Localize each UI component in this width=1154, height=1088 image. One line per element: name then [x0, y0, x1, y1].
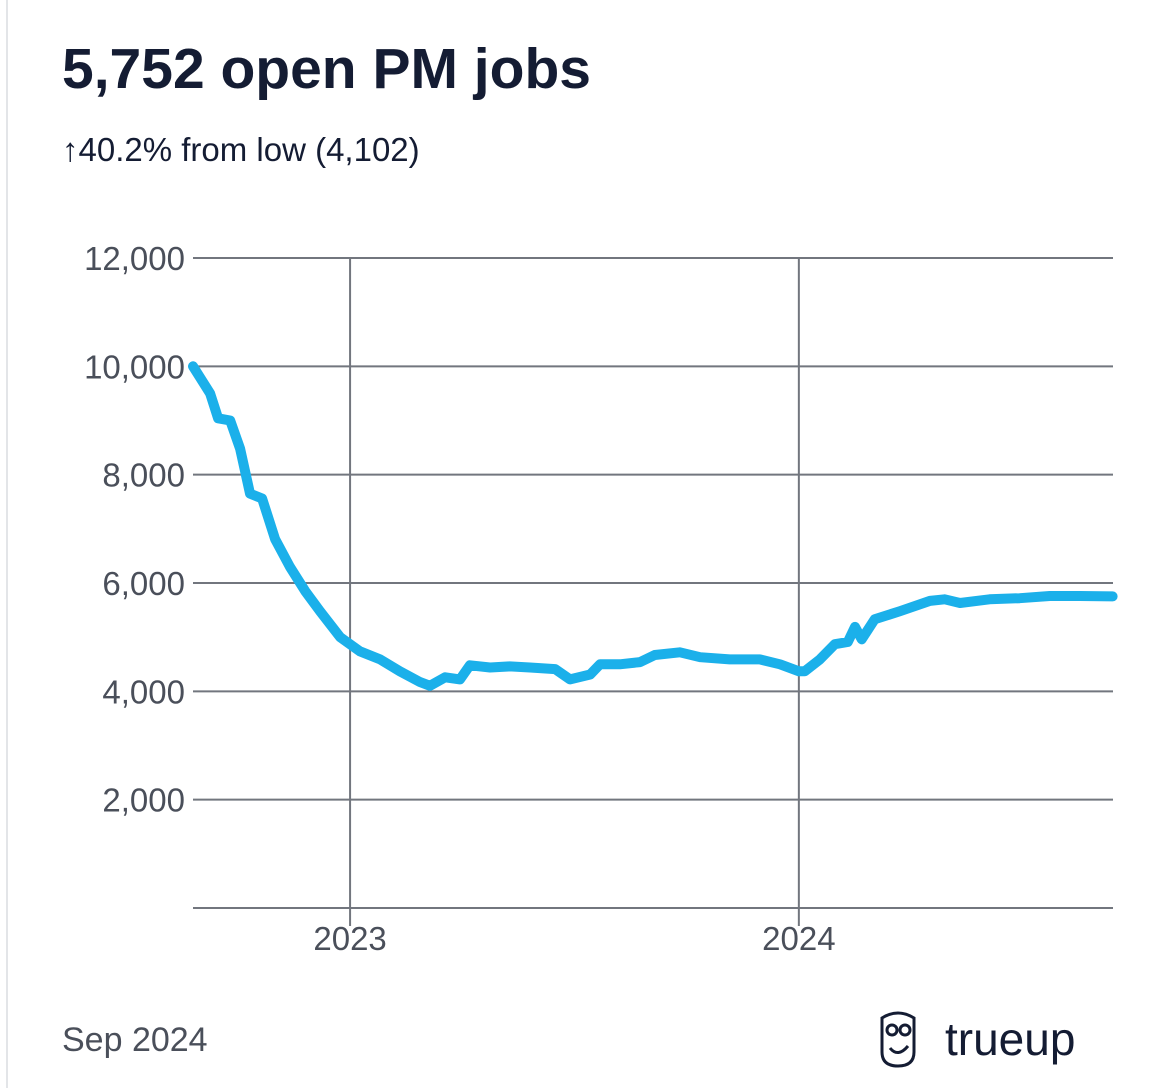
- chart-title: 5,752 open PM jobs: [62, 37, 591, 101]
- y-tick-label: 2,000: [102, 782, 185, 819]
- brand-name: trueup: [945, 1013, 1075, 1065]
- y-tick-label: 4,000: [102, 673, 185, 710]
- chart-subtitle: ↑40.2% from low (4,102): [62, 131, 420, 168]
- x-tick-label: 2024: [762, 920, 835, 957]
- y-tick-label: 12,000: [84, 240, 185, 277]
- y-tick-label: 10,000: [84, 348, 185, 385]
- y-tick-label: 6,000: [102, 565, 185, 602]
- x-tick-label: 2023: [313, 920, 386, 957]
- footer-date: Sep 2024: [62, 1021, 208, 1059]
- data-line: [188, 361, 1118, 691]
- y-tick-label: 8,000: [102, 457, 185, 494]
- brand-logo: [880, 1011, 916, 1068]
